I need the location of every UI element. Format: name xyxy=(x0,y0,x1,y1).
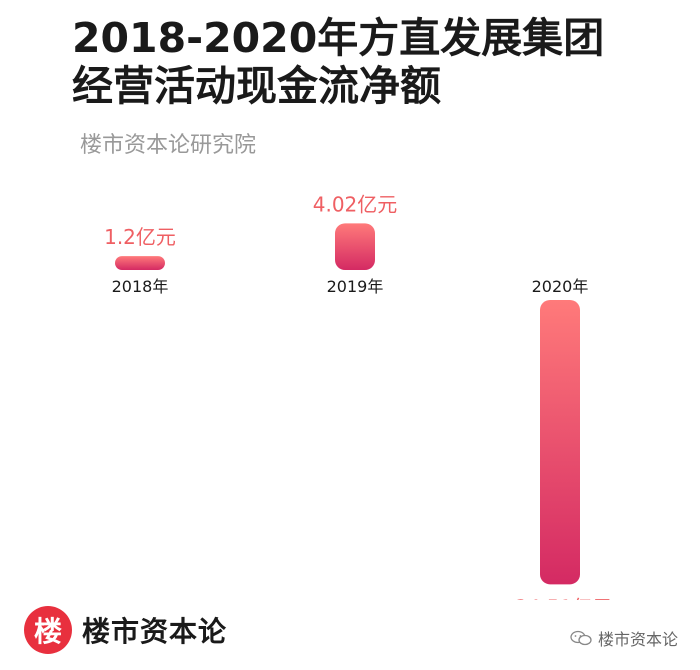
chart-title-line2: 经营活动现金流净额 xyxy=(72,62,441,110)
footer-brand-name: 楼市资本论 xyxy=(82,615,228,648)
category-label-1: 2019年 xyxy=(327,277,384,296)
wechat-icon xyxy=(570,630,592,646)
chart-title: 2018-2020年方直发展集团 经营活动现金流净额 xyxy=(72,14,672,110)
bar-0 xyxy=(115,256,165,270)
value-label-2: -24.51亿元 xyxy=(508,595,612,600)
brand-logo-icon: 楼 xyxy=(24,606,72,654)
bar-chart: 1.2亿元 2018年 4.02亿元 2019年 -24.51亿元 2020年 xyxy=(104,192,612,600)
chart-title-line1: 2018-2020年方直发展集团 xyxy=(72,14,605,62)
watermark-text: 楼市资本论 xyxy=(597,630,678,649)
bar-2 xyxy=(540,300,580,585)
category-label-2: 2020年 xyxy=(532,277,589,296)
watermark: 楼市资本论 xyxy=(570,626,678,650)
bar-1 xyxy=(335,223,375,270)
value-label-1: 4.02亿元 xyxy=(313,192,398,216)
category-label-0: 2018年 xyxy=(112,277,169,296)
chart-subtitle: 楼市资本论研究院 xyxy=(80,133,257,158)
value-label-0: 1.2亿元 xyxy=(104,225,176,249)
